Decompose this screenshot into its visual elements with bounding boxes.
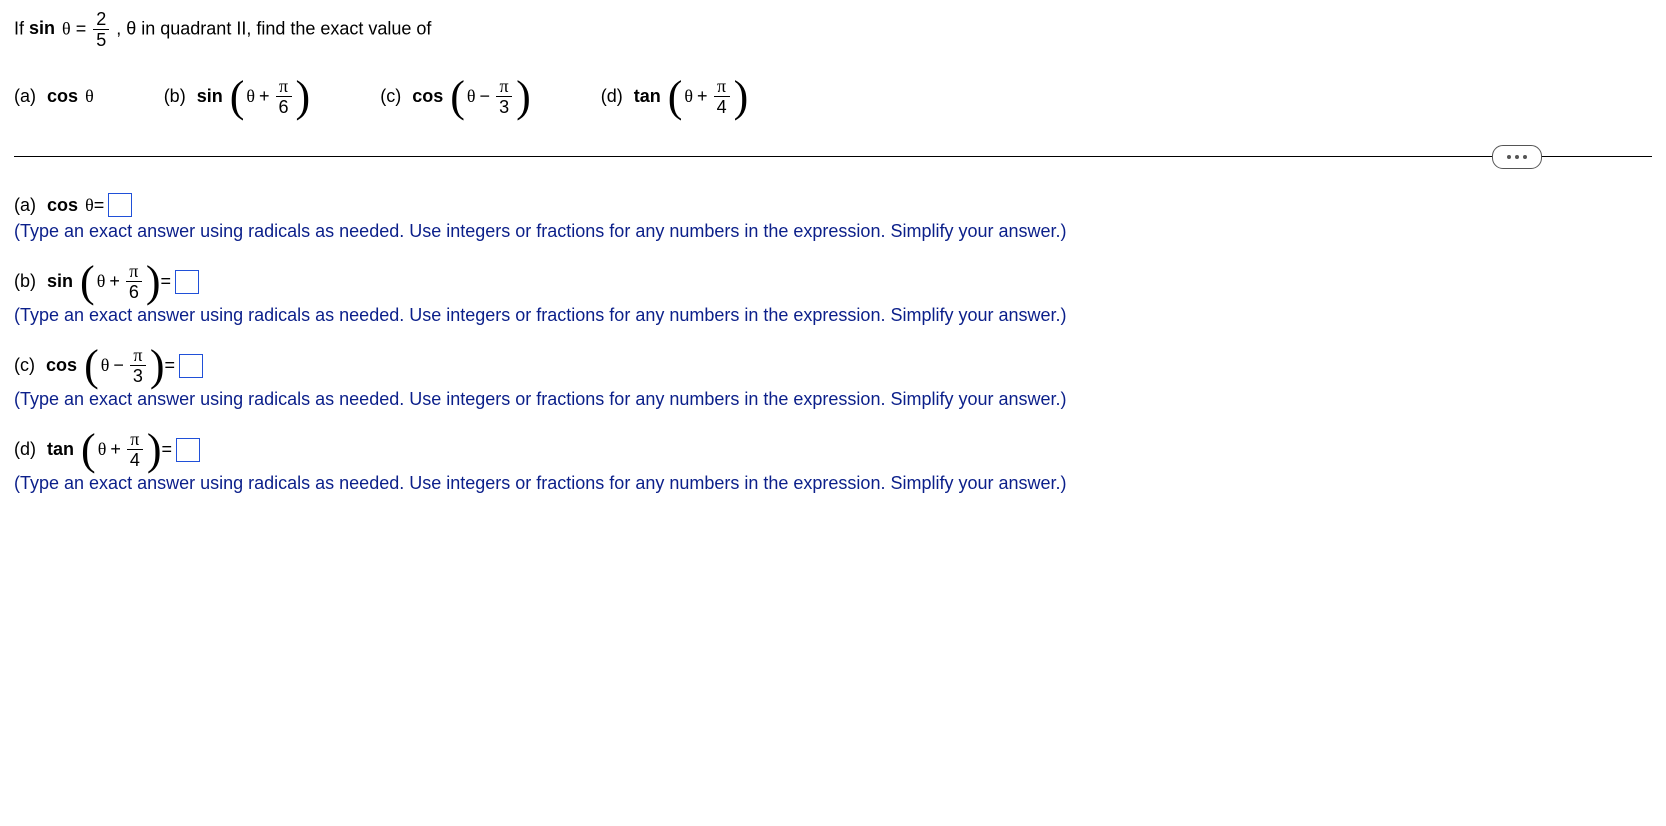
den: 6 bbox=[126, 281, 142, 301]
answer-c: (c) cos θ − π 3 = (Type an exact answer … bbox=[14, 346, 1652, 410]
dot-icon bbox=[1507, 155, 1511, 159]
theta: θ bbox=[101, 355, 110, 376]
cos-fn: cos bbox=[47, 86, 78, 107]
text-if: If bbox=[14, 18, 29, 38]
problem-statement: If sin θ = 2 5 , θ in quadrant II, find … bbox=[14, 10, 1652, 49]
den: 4 bbox=[714, 96, 730, 116]
op: − bbox=[480, 86, 491, 107]
hint-text: (Type an exact answer using radicals as … bbox=[14, 305, 1652, 326]
hint-text: (Type an exact answer using radicals as … bbox=[14, 473, 1652, 494]
cos-fn: cos bbox=[46, 355, 77, 376]
fraction-pi-6: π 6 bbox=[276, 77, 292, 116]
part-label: (d) bbox=[14, 439, 36, 460]
frac-den: 5 bbox=[93, 29, 109, 49]
divider-wrap bbox=[14, 156, 1652, 157]
sin-fn: sin bbox=[197, 86, 223, 107]
fraction-pi-6: π 6 bbox=[126, 262, 142, 301]
theta: θ bbox=[85, 86, 94, 107]
fraction-pi-3: π 3 bbox=[130, 346, 146, 385]
part-a: (a) cos θ bbox=[14, 86, 94, 107]
cos-fn: cos bbox=[412, 86, 443, 107]
theta: θ bbox=[98, 439, 107, 460]
dot-icon bbox=[1515, 155, 1519, 159]
pi: π bbox=[714, 77, 730, 96]
parts-row: (a) cos θ (b) sin θ + π 6 (c) cos θ − bbox=[14, 77, 1652, 116]
fraction-pi-4: π 4 bbox=[714, 77, 730, 116]
paren-expr: θ − π 3 bbox=[450, 77, 530, 116]
theta: θ bbox=[246, 86, 255, 107]
equals: = bbox=[165, 355, 176, 376]
den: 4 bbox=[127, 449, 143, 469]
equals: = bbox=[162, 439, 173, 460]
frac-num: 2 bbox=[93, 10, 109, 29]
den: 3 bbox=[130, 365, 146, 385]
theta: θ bbox=[684, 86, 693, 107]
pi: π bbox=[127, 430, 143, 449]
theta: θ bbox=[97, 271, 106, 292]
answer-a: (a) cos θ = (Type an exact answer using … bbox=[14, 193, 1652, 242]
op: + bbox=[110, 439, 121, 460]
paren-expr: θ + π 6 bbox=[80, 262, 160, 301]
equals: = bbox=[94, 195, 105, 216]
fraction-pi-4: π 4 bbox=[127, 430, 143, 469]
part-b: (b) sin θ + π 6 bbox=[164, 77, 311, 116]
part-label: (b) bbox=[14, 271, 36, 292]
theta: θ bbox=[85, 195, 94, 216]
paren-expr: θ + π 6 bbox=[230, 77, 310, 116]
divider-line bbox=[14, 156, 1652, 157]
text-suffix: , θ in quadrant II, find the exact value… bbox=[116, 18, 431, 38]
tan-fn: tan bbox=[47, 439, 74, 460]
op: − bbox=[113, 355, 124, 376]
fraction-2-5: 2 5 bbox=[93, 10, 109, 49]
op: + bbox=[259, 86, 270, 107]
equals: = bbox=[161, 271, 172, 292]
answer-input-a[interactable] bbox=[108, 193, 132, 217]
den: 3 bbox=[496, 96, 512, 116]
more-options-button[interactable] bbox=[1492, 145, 1542, 169]
answer-input-b[interactable] bbox=[175, 270, 199, 294]
theta: θ bbox=[467, 86, 476, 107]
part-label: (a) bbox=[14, 195, 36, 216]
paren-expr: θ + π 4 bbox=[668, 77, 748, 116]
cos-fn: cos bbox=[47, 195, 78, 216]
part-label: (c) bbox=[380, 86, 401, 107]
hint-text: (Type an exact answer using radicals as … bbox=[14, 221, 1652, 242]
pi: π bbox=[496, 77, 512, 96]
part-d: (d) tan θ + π 4 bbox=[601, 77, 749, 116]
part-label: (d) bbox=[601, 86, 623, 107]
answer-b: (b) sin θ + π 6 = (Type an exact answer … bbox=[14, 262, 1652, 326]
paren-expr: θ + π 4 bbox=[81, 430, 161, 469]
answer-input-d[interactable] bbox=[176, 438, 200, 462]
equals: = bbox=[76, 18, 92, 38]
answer-d: (d) tan θ + π 4 = (Type an exact answer … bbox=[14, 430, 1652, 494]
pi: π bbox=[126, 262, 142, 281]
fraction-pi-3: π 3 bbox=[496, 77, 512, 116]
hint-text: (Type an exact answer using radicals as … bbox=[14, 389, 1652, 410]
paren-expr: θ − π 3 bbox=[84, 346, 164, 385]
part-label: (c) bbox=[14, 355, 35, 376]
op: + bbox=[109, 271, 120, 292]
dot-icon bbox=[1523, 155, 1527, 159]
part-label: (b) bbox=[164, 86, 186, 107]
pi: π bbox=[276, 77, 292, 96]
answer-input-c[interactable] bbox=[179, 354, 203, 378]
sin-fn: sin bbox=[47, 271, 73, 292]
part-label: (a) bbox=[14, 86, 36, 107]
theta: θ bbox=[62, 18, 71, 38]
tan-fn: tan bbox=[634, 86, 661, 107]
pi: π bbox=[130, 346, 146, 365]
den: 6 bbox=[276, 96, 292, 116]
op: + bbox=[697, 86, 708, 107]
sin-fn: sin bbox=[29, 18, 55, 38]
part-c: (c) cos θ − π 3 bbox=[380, 77, 531, 116]
